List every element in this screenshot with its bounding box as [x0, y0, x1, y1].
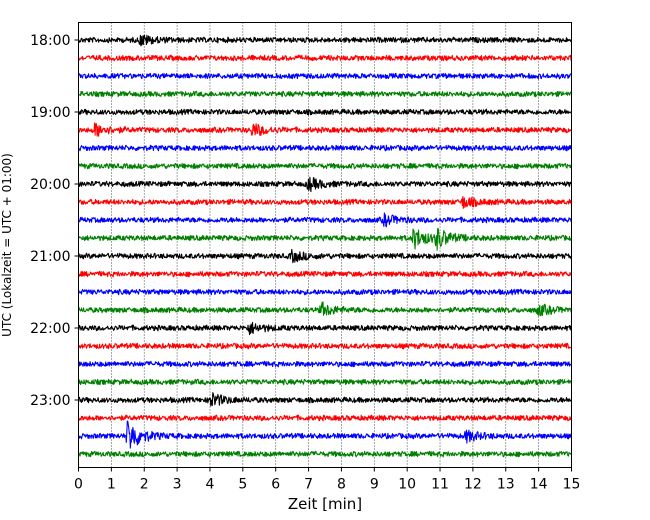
x-tick-label: 13 — [497, 477, 515, 493]
trace-line — [78, 342, 573, 350]
trace-line — [78, 248, 572, 264]
x-tick-label: 8 — [337, 477, 346, 493]
x-axis-label: Zeit [min] — [288, 495, 362, 513]
y-axis-ticks: 18:00 19:00 20:00 21:00 22:00 23:00 — [30, 33, 79, 409]
trace-line — [77, 288, 572, 296]
trace-line — [78, 176, 572, 193]
trace-line — [78, 392, 572, 407]
y-tick-label: 21:00 — [30, 249, 70, 265]
grid-lines — [111, 22, 539, 468]
x-tick-label: 0 — [74, 477, 83, 493]
trace-line — [77, 54, 572, 62]
trace-line — [77, 360, 572, 368]
trace-line — [77, 212, 572, 228]
trace-line — [78, 90, 572, 98]
x-tick-label: 4 — [206, 477, 215, 493]
x-tick-label: 14 — [530, 477, 548, 493]
x-tick-label: 5 — [238, 477, 247, 493]
x-tick-label: 7 — [304, 477, 313, 493]
trace-line — [77, 108, 573, 116]
x-tick-label: 1 — [107, 477, 116, 493]
trace-line — [77, 34, 573, 47]
trace-line — [78, 227, 572, 251]
x-tick-label: 15 — [563, 477, 581, 493]
trace-line — [77, 196, 572, 209]
trace-line — [78, 378, 572, 386]
x-tick-label: 12 — [464, 477, 482, 493]
x-tick-label: 9 — [370, 477, 379, 493]
trace-line — [77, 301, 572, 317]
trace-line — [77, 450, 573, 458]
seismogram-traces — [77, 34, 573, 458]
x-tick-label: 6 — [271, 477, 280, 493]
y-tick-label: 19:00 — [30, 105, 70, 121]
y-axis-label: UTC (Lokalzeit = UTC + 01:00) — [0, 153, 14, 337]
x-tick-label: 10 — [398, 477, 416, 493]
trace-line — [78, 122, 573, 137]
y-tick-label: 18:00 — [30, 33, 70, 49]
trace-line — [77, 162, 572, 170]
x-tick-label: 3 — [173, 477, 182, 493]
x-axis-ticks: 0 1 2 3 4 5 6 7 8 9 10 11 12 13 14 15 — [74, 467, 581, 493]
trace-line — [78, 420, 573, 449]
trace-line — [77, 72, 573, 80]
trace-line — [78, 414, 572, 422]
trace-line — [78, 270, 573, 278]
y-tick-label: 20:00 — [30, 177, 70, 193]
trace-line — [78, 144, 572, 152]
y-tick-label: 23:00 — [30, 393, 70, 409]
y-tick-label: 22:00 — [30, 321, 70, 337]
x-tick-label: 11 — [431, 477, 449, 493]
plot-frame — [78, 22, 572, 468]
trace-line — [77, 321, 572, 336]
x-tick-label: 2 — [140, 477, 149, 493]
